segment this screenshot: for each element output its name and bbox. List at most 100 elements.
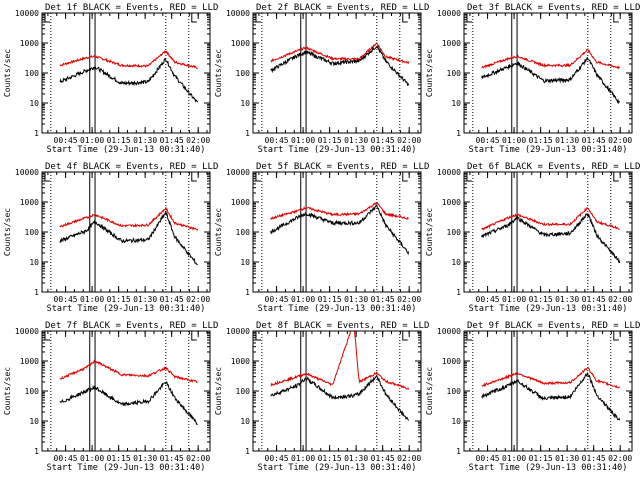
panel-title: Det 7f BLACK = Events, RED = LLD (45, 321, 218, 331)
plot-frame (41, 12, 211, 134)
x-axis-label: Start Time (29-Jun-13 00:31:40) (469, 463, 628, 473)
plot-frame (463, 12, 633, 134)
x-tick-label: 01:30 (555, 454, 579, 463)
x-tick-label: 01:15 (529, 136, 553, 145)
events-series-line (481, 213, 621, 264)
corner-marker (613, 172, 619, 182)
y-axis-label: Counts/sec (3, 367, 12, 415)
x-tick-label: 01:30 (133, 136, 157, 145)
lld-series-line (59, 207, 199, 232)
lld-series-line (481, 366, 621, 389)
x-tick-label: 01:45 (160, 454, 184, 463)
panel-title: Det 6f BLACK = Events, RED = LLD (467, 162, 640, 172)
y-tick-label: 1000 (20, 198, 39, 207)
plot-frame (41, 330, 211, 452)
panel-data (59, 359, 198, 425)
x-tick-label: 02:00 (608, 295, 632, 304)
corner-marker (191, 13, 197, 23)
y-tick-label: 100 (447, 69, 462, 78)
x-tick-label: 02:00 (608, 136, 632, 145)
y-tick-label: 1000 (442, 357, 461, 366)
x-tick-label: 01:30 (133, 454, 157, 463)
y-tick-label: 100 (236, 387, 251, 396)
y-tick-label: 1 (34, 447, 39, 456)
y-tick-label: 10 (240, 258, 250, 267)
y-tick-label: 100 (447, 387, 462, 396)
panel-title: Det 1f BLACK = Events, RED = LLD (45, 3, 218, 13)
x-tick-label: 01:00 (80, 454, 104, 463)
y-tick-label: 100 (236, 69, 251, 78)
x-tick-label: 01:15 (529, 295, 553, 304)
x-tick-label: 01:00 (291, 454, 315, 463)
y-axis-label: Counts/sec (214, 208, 223, 256)
y-tick-label: 10 (451, 258, 461, 267)
y-tick-label: 1 (245, 447, 250, 456)
y-tick-label: 10000 (437, 327, 461, 336)
y-tick-label: 100 (25, 228, 40, 237)
panel-3: Det 3f BLACK = Events, RED = LLD 1 10 100 10… (425, 3, 640, 155)
x-tick-label: 01:30 (344, 295, 368, 304)
plot-frame (463, 330, 633, 452)
y-tick-label: 1000 (442, 39, 461, 48)
events-series-line (270, 204, 410, 256)
x-tick-label: 01:30 (555, 295, 579, 304)
x-tick-label: 02:00 (397, 136, 421, 145)
panel-title: Det 4f BLACK = Events, RED = LLD (45, 162, 218, 172)
panel-data (481, 48, 621, 105)
lld-series-line (59, 359, 198, 384)
panel-title: Det 2f BLACK = Events, RED = LLD (256, 3, 429, 13)
corner-marker (402, 172, 408, 182)
y-tick-label: 1000 (20, 357, 39, 366)
y-axis-label: Counts/sec (425, 208, 434, 256)
y-tick-label: 1000 (231, 39, 250, 48)
lld-series-line (481, 48, 621, 70)
x-axis-label: Start Time (29-Jun-13 00:31:40) (258, 463, 417, 473)
x-tick-label: 01:45 (160, 295, 184, 304)
y-tick-label: 100 (25, 387, 40, 396)
panel-title: Det 5f BLACK = Events, RED = LLD (256, 162, 429, 172)
x-tick-label: 01:00 (291, 136, 315, 145)
x-tick-label: 02:00 (186, 454, 210, 463)
y-axis-label: Counts/sec (425, 367, 434, 415)
y-tick-label: 1 (456, 129, 461, 138)
x-axis-label: Start Time (29-Jun-13 00:31:40) (469, 304, 628, 314)
x-tick-label: 01:15 (107, 136, 131, 145)
y-tick-label: 1000 (20, 39, 39, 48)
events-series-line (481, 371, 621, 421)
x-tick-label: 00:45 (476, 295, 500, 304)
plot-frame (252, 171, 422, 293)
y-tick-label: 100 (447, 228, 462, 237)
x-tick-label: 01:00 (502, 295, 526, 304)
x-tick-label: 01:15 (529, 454, 553, 463)
x-axis-label: Start Time (29-Jun-13 00:31:40) (258, 304, 417, 314)
corner-marker (402, 331, 408, 341)
y-tick-label: 10000 (226, 327, 250, 336)
x-tick-label: 01:30 (344, 454, 368, 463)
panel-data (270, 42, 410, 86)
x-tick-label: 00:45 (54, 454, 78, 463)
panel-2: Det 2f BLACK = Events, RED = LLD 1 10 100 10… (214, 3, 429, 155)
events-series-line (59, 381, 198, 425)
x-tick-label: 02:00 (608, 454, 632, 463)
y-tick-label: 10000 (226, 9, 250, 18)
y-axis-label: Counts/sec (3, 208, 12, 256)
panel-4: Det 4f BLACK = Events, RED = LLD 1 10 100 10… (3, 162, 218, 314)
panel-title: Det 3f BLACK = Events, RED = LLD (467, 3, 640, 13)
lld-series-line (270, 42, 410, 64)
y-tick-label: 1 (456, 288, 461, 297)
panel-6: Det 6f BLACK = Events, RED = LLD 1 10 100 10… (425, 162, 640, 314)
x-axis-label: Start Time (29-Jun-13 00:31:40) (469, 145, 628, 155)
panel-8: Det 8f BLACK = Events, RED = LLD 1 10 100 10… (214, 321, 429, 473)
panel-9: Det 9f BLACK = Events, RED = LLD 1 10 100 10… (425, 321, 640, 473)
corner-marker (613, 13, 619, 23)
x-tick-label: 01:45 (160, 136, 184, 145)
x-tick-label: 00:45 (54, 136, 78, 145)
x-tick-label: 02:00 (186, 136, 210, 145)
x-axis-label: Start Time (29-Jun-13 00:31:40) (258, 145, 417, 155)
x-tick-label: 01:45 (582, 454, 606, 463)
y-tick-label: 1000 (442, 198, 461, 207)
x-tick-label: 01:45 (371, 136, 395, 145)
y-tick-label: 100 (236, 228, 251, 237)
x-axis-label: Start Time (29-Jun-13 00:31:40) (47, 145, 206, 155)
